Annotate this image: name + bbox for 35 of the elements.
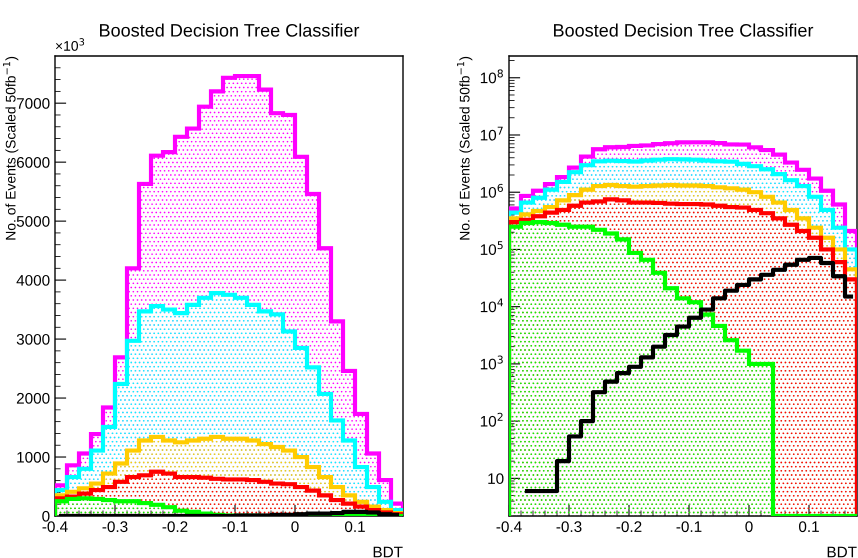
x-tick-label: 0.1 [344,521,365,532]
y-tick-label: 10$^{8}$ [480,69,503,84]
y-tick-label: 10 [488,473,504,484]
y-tick-label: 0 [42,510,50,522]
y-tick-label: 6000 [16,157,50,168]
x-tick-label: -0.2 [616,521,642,532]
x-tick-label: -0.1 [676,521,702,532]
y-tick-label: 10$^{6}$ [480,184,503,198]
y-tick-label: 10$^{7}$ [480,126,503,141]
y-tick-label: 3000 [16,334,50,345]
y-axis-title: No. of Events (Scaled 50fb$^{−1}$) [3,56,18,240]
chart-title: Boosted Decision Tree Classifier [100,23,360,37]
y-tick-label: 10$^{4}$ [480,298,504,312]
x-tick-label: 0 [745,521,753,532]
x-tick-label: -0.1 [222,521,248,532]
y-tick-label: 10$^{2}$ [480,412,503,427]
y-tick-label: 1000 [17,452,50,463]
y-tick-label: 7000 [16,98,50,109]
x-tick-label: -0.3 [102,521,128,532]
x-axis-title: BDT [828,546,857,558]
y-tick-label: 4000 [16,274,50,286]
y-axis-title: No. of Events (Scaled 50fb$^{−1}$) [457,56,472,240]
y-tick-label: 10$^{5}$ [480,241,503,256]
y-tick-label: 2000 [16,392,50,404]
x-tick-label: -0.4 [496,521,522,532]
x-tick-label: -0.3 [556,521,582,532]
x-tick-label: -0.4 [42,521,68,532]
y-tick-label: 10$^{3}$ [480,356,503,370]
x-axis-title: BDT [374,546,403,558]
x-tick-label: 0.1 [798,521,819,532]
x-tick-label: -0.2 [162,521,188,532]
y-tick-label: 5000 [16,216,50,227]
chart-title: Boosted Decision Tree Classifier [554,23,814,37]
x-tick-label: 0 [291,521,299,532]
text: ×10$^{3}$ [56,38,84,51]
